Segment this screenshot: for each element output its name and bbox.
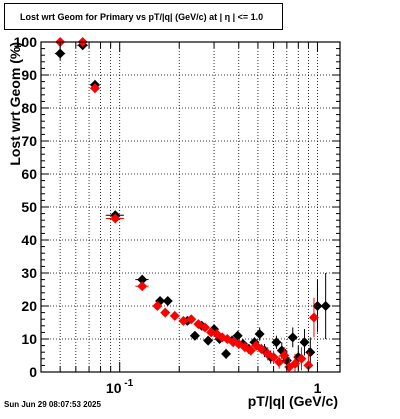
y-tick-label: 70 [21,133,37,149]
data-point [274,357,285,368]
y-axis-title: Lost wrt Geom (%) [7,42,23,166]
timestamp: Sun Jun 29 08:07:53 2025 [4,400,101,409]
data-marks [54,37,331,373]
data-point [287,332,298,343]
grid [40,42,340,372]
data-point [169,310,180,321]
data-point [89,83,100,94]
data-point [186,314,197,325]
y-tick-label: 10 [21,331,37,347]
y-tick-label: 80 [21,100,37,116]
data-point [305,347,316,358]
data-point [308,312,319,323]
data-point [152,301,163,311]
x-tick-label-exponent: -1 [124,378,133,389]
plot-frame [40,41,341,373]
y-tick-label: 20 [21,298,37,314]
data-point [312,301,323,311]
data-point [256,343,267,354]
data-point [279,350,290,361]
series-1 [54,37,319,373]
y-tick-label: 90 [21,67,37,83]
x-axis-title: pT/|q| (GeV/c) [248,393,338,409]
data-point [221,348,232,359]
data-point [200,322,211,333]
chart-title-box: Lost wrt Geom for Primary vs pT/|q| (GeV… [4,3,283,30]
data-point [303,360,314,371]
data-point [290,358,301,369]
data-point [55,48,66,59]
data-point [320,301,331,311]
data-point [245,345,256,356]
data-point [189,330,200,341]
data-point [254,329,265,340]
x-tick-label: 10 [106,380,122,396]
y-tick-label: 30 [21,265,37,281]
y-tick-label: 60 [21,166,37,182]
data-point [160,307,171,318]
data-point [137,281,148,292]
x-tick-label: 1 [314,380,322,396]
y-tick-label: 40 [21,232,37,248]
chart-title: Lost wrt Geom for Primary vs pT/|q| (GeV… [20,12,264,22]
data-point [271,337,282,348]
data-point [249,337,260,348]
data-point [110,213,121,224]
data-point [203,335,214,346]
data-point [178,315,189,326]
y-tick-label: 0 [29,364,37,380]
y-tick-label: 50 [21,199,37,215]
data-point [268,352,279,363]
data-point [296,353,307,364]
data-point [137,274,148,285]
data-point [299,337,310,348]
data-point [162,296,173,307]
data-point [232,330,243,341]
y-tick-label: 100 [14,34,38,50]
